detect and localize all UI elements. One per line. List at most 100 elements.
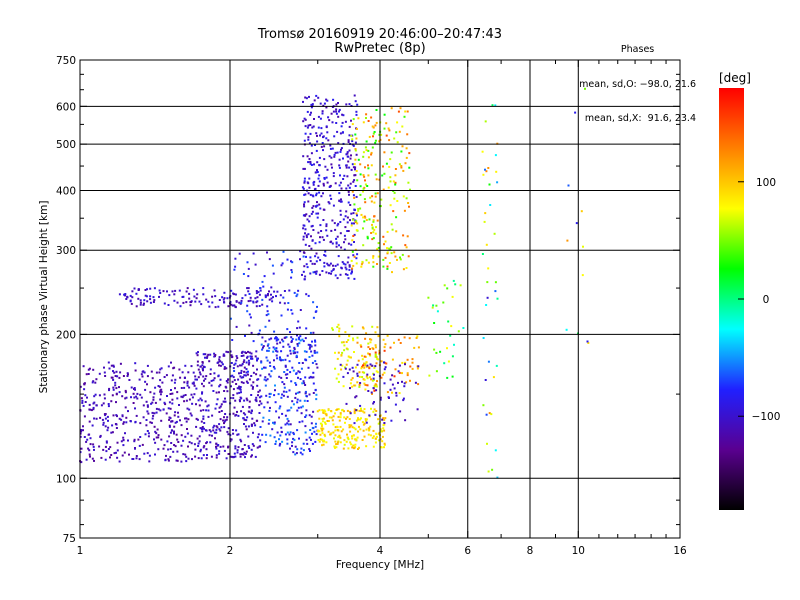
data-point <box>247 373 249 376</box>
data-point <box>356 253 359 256</box>
data-point <box>272 346 275 349</box>
data-point <box>134 447 136 449</box>
data-point <box>362 423 365 426</box>
data-point <box>346 261 349 264</box>
data-point <box>256 357 259 360</box>
data-point <box>383 422 386 424</box>
data-point <box>489 204 492 206</box>
data-point <box>290 269 293 271</box>
data-point <box>352 144 355 147</box>
data-point <box>241 362 244 365</box>
data-point <box>394 174 397 177</box>
data-point <box>286 442 289 445</box>
data-point <box>250 375 253 377</box>
data-point <box>186 432 189 435</box>
data-point <box>209 430 212 433</box>
data-point <box>232 292 235 295</box>
data-point <box>427 296 430 299</box>
data-point <box>343 234 346 237</box>
data-point <box>208 360 211 363</box>
data-point <box>313 163 315 166</box>
data-point <box>384 410 387 413</box>
data-point <box>188 386 191 389</box>
data-point <box>234 455 237 458</box>
data-point <box>266 344 269 347</box>
data-point <box>265 314 268 317</box>
data-point <box>112 378 115 381</box>
data-point <box>324 412 327 415</box>
data-point <box>89 437 92 440</box>
data-point <box>227 453 230 455</box>
data-point <box>250 424 253 427</box>
data-point <box>447 360 450 363</box>
data-point <box>385 134 388 137</box>
data-point <box>386 391 389 394</box>
data-point <box>186 380 189 383</box>
data-point <box>340 368 343 371</box>
data-point <box>323 409 326 412</box>
data-point <box>332 110 335 113</box>
data-point <box>143 302 145 305</box>
data-point <box>306 110 309 113</box>
data-point <box>364 183 367 186</box>
data-point <box>272 272 275 275</box>
data-point <box>87 373 90 375</box>
data-point <box>368 218 371 221</box>
data-point <box>349 204 352 206</box>
data-point <box>186 407 189 410</box>
data-point <box>391 271 393 274</box>
data-point <box>349 382 352 385</box>
data-point <box>111 431 114 434</box>
data-point <box>268 290 270 293</box>
data-point <box>348 424 351 426</box>
data-point <box>279 442 282 445</box>
data-point <box>306 442 309 445</box>
data-point <box>180 434 183 437</box>
data-point <box>229 397 232 399</box>
data-point <box>146 375 149 378</box>
data-point <box>385 162 388 165</box>
data-point <box>219 429 222 432</box>
data-point <box>365 428 368 431</box>
data-point <box>309 331 312 334</box>
data-point <box>325 106 328 109</box>
data-point <box>397 110 400 113</box>
data-point <box>401 380 403 383</box>
data-point <box>347 184 350 187</box>
data-point <box>189 412 192 415</box>
data-point <box>211 301 214 304</box>
data-point <box>123 451 126 454</box>
data-point <box>80 430 83 433</box>
data-point <box>350 243 353 246</box>
data-point <box>292 451 295 454</box>
data-point <box>168 424 171 427</box>
data-point <box>309 256 312 259</box>
data-point <box>435 351 438 354</box>
data-point <box>266 378 269 381</box>
data-point <box>373 408 376 411</box>
data-point <box>279 358 282 361</box>
data-point <box>222 353 225 356</box>
data-point <box>337 380 340 383</box>
data-point <box>155 407 158 410</box>
data-point <box>317 177 320 180</box>
data-point <box>281 262 284 265</box>
data-point <box>267 343 270 346</box>
data-point <box>115 427 118 429</box>
data-point <box>268 395 271 398</box>
data-point <box>274 401 277 404</box>
data-point <box>315 194 318 197</box>
data-point <box>352 337 354 340</box>
data-point <box>383 418 386 421</box>
data-point <box>347 436 349 439</box>
data-point <box>167 365 170 368</box>
data-point <box>174 387 176 390</box>
data-point <box>344 120 347 123</box>
data-point <box>255 290 258 292</box>
data-point <box>93 459 95 462</box>
data-point <box>296 429 299 432</box>
data-point <box>307 136 310 139</box>
data-point <box>367 427 370 430</box>
data-point <box>375 362 378 365</box>
data-point <box>372 377 375 380</box>
